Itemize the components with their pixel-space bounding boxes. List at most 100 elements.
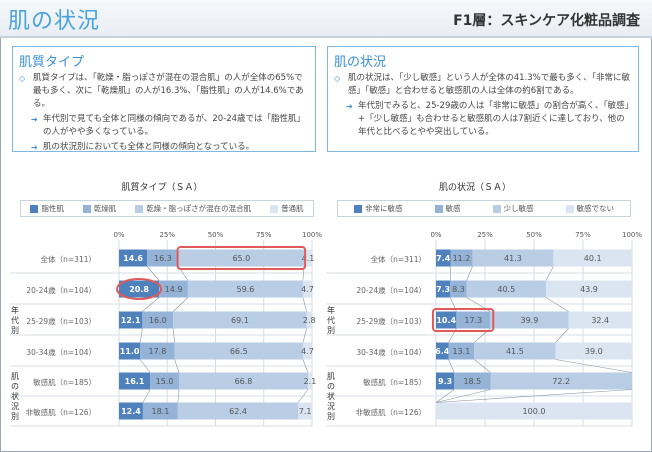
summary-box-skin-condition: 肌の状況 肌の状況は、「少し敏感」という人が全体の41.3%で最も多く、「非常に…	[327, 46, 639, 152]
category-label: 非敏感肌（n=126）	[26, 407, 96, 417]
data-label: 65.0	[232, 254, 250, 263]
connector-line	[142, 389, 151, 403]
data-label: 4.1	[302, 254, 315, 263]
bar-segment	[454, 372, 491, 390]
bar-segment	[490, 311, 569, 329]
highlight-ellipse	[116, 278, 163, 300]
data-label: 11.2	[453, 254, 471, 263]
data-label: 14.6	[123, 254, 143, 263]
bar-segment	[450, 280, 467, 298]
connector-line	[435, 389, 633, 403]
category-label: 30-34歳（n=104）	[26, 347, 96, 357]
connector-line	[139, 328, 143, 343]
data-label: 69.1	[231, 316, 249, 325]
bar-segment	[119, 402, 143, 420]
data-label: 4.7	[301, 285, 314, 294]
data-label: 12.1	[121, 316, 141, 325]
data-label: 7.4	[436, 254, 451, 263]
connector-line	[545, 297, 569, 312]
legend-swatch	[492, 204, 501, 213]
bar-segment	[490, 372, 632, 390]
bar-segment	[298, 402, 312, 420]
group-label-char: 肌	[11, 372, 19, 381]
data-label: 2.1	[304, 377, 317, 386]
legend-item: 非常に敏感	[354, 203, 403, 214]
group-label-char: 代	[327, 315, 335, 325]
connector-line	[302, 297, 307, 312]
data-label: 72.2	[552, 377, 570, 386]
bar-segment	[187, 280, 303, 298]
bar-segment	[474, 342, 556, 360]
category-label: 30-34歳（n=104）	[356, 347, 426, 357]
group-label-char: 肌	[327, 372, 335, 381]
x-tick-label: 100%	[622, 231, 642, 239]
legend-label: 敏感	[445, 204, 461, 213]
connector-line	[298, 389, 309, 403]
data-label: 16.1	[125, 377, 145, 386]
legend-swatch	[434, 204, 443, 213]
data-label: 18.1	[151, 407, 169, 416]
connector-line	[174, 359, 180, 373]
category-label: 25-29歳（n=103）	[26, 316, 96, 326]
summary-box-skin-type: 肌質タイプ 肌質タイプは、「乾燥・脂っぽさが混在の混合肌」の人が全体の65%で最…	[12, 46, 316, 154]
data-label: 66.5	[230, 347, 248, 356]
bar-segment	[568, 311, 632, 329]
x-tick-label: 75%	[256, 231, 272, 239]
bar-segment	[119, 372, 151, 390]
legend-item: 少し敏感	[492, 203, 534, 214]
bar-segment	[304, 249, 312, 267]
header-bar: 肌の状況 F1層：スキンケア化粧品調査	[0, 0, 652, 38]
bar-segment	[436, 311, 457, 329]
chart-title: 肌の状況（ＳＡ）	[438, 183, 511, 193]
legend-label: 少し敏感	[503, 204, 534, 213]
connector-line	[555, 359, 633, 373]
legend-label: 脂性肌	[41, 204, 64, 213]
x-tick-label: 0%	[113, 231, 124, 239]
group-label-char: 況	[327, 402, 335, 411]
connector-line	[302, 359, 309, 373]
legend-item: 脂性肌	[30, 203, 64, 214]
legend-item: 普通肌	[270, 203, 304, 214]
x-tick-label: 50%	[526, 231, 542, 239]
page-title: 肌の状況	[8, 9, 101, 34]
category-label: 敏感肌（n=185）	[33, 377, 96, 387]
group-label-char: 状	[327, 391, 335, 401]
bar-segment	[150, 372, 180, 390]
x-tick-label: 25%	[159, 231, 175, 239]
data-label: 66.8	[235, 377, 253, 386]
category-label: 25-29歳（n=103）	[356, 316, 426, 326]
category-label: 非敏感肌（n=126）	[356, 407, 426, 417]
group-label-char: 況	[11, 402, 19, 411]
bar-segment	[142, 402, 178, 420]
group-label-char: 別	[11, 326, 19, 335]
data-label: 14.9	[165, 285, 183, 294]
bar-segment	[302, 280, 312, 298]
bar-segment	[472, 249, 554, 267]
bar-segment	[553, 249, 632, 267]
bar-segment	[119, 342, 141, 360]
data-label: 32.4	[591, 316, 609, 325]
data-label: 17.8	[149, 347, 167, 356]
bar-segment	[119, 280, 160, 298]
bar-segment	[179, 372, 308, 390]
connector-line	[466, 266, 473, 281]
summary-heading: 肌質タイプ	[19, 55, 85, 70]
bar-segment	[545, 280, 632, 298]
data-label: 43.9	[580, 285, 598, 294]
bar-segment	[436, 402, 632, 420]
chart-legend: 脂性肌 乾燥肌 乾燥・脂っぽさが混在の混合肌 普通肌	[20, 200, 314, 217]
data-label: 17.3	[464, 316, 482, 325]
bar-segment	[555, 342, 632, 360]
legend-label: 乾燥肌	[93, 204, 117, 213]
connector-line	[146, 266, 160, 281]
category-label: 敏感肌（n=185）	[363, 377, 426, 387]
summary-heading: 肌の状況	[334, 55, 387, 70]
legend-item: 敏感	[434, 203, 461, 214]
category-label: 20-24歳（n=104）	[26, 285, 96, 295]
data-label: 100.0	[523, 407, 546, 416]
highlight-box	[176, 246, 307, 270]
chart-legend: 非常に敏感 敏感 少し敏感 敏感でない	[337, 200, 631, 217]
legend-swatch	[354, 204, 362, 213]
category-label: 全体（n=311）	[371, 254, 426, 264]
